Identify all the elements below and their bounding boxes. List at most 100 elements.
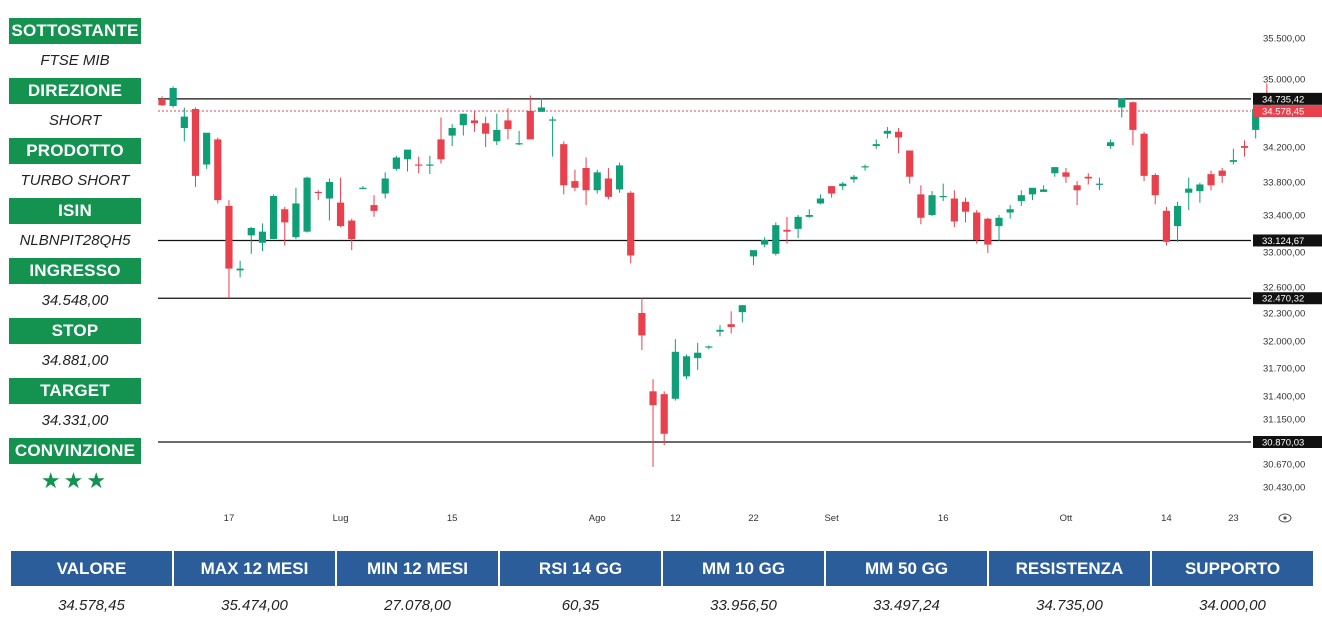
trade-info-panel: SOTTOSTANTE FTSE MIB DIREZIONE SHORT PRODOTT…	[9, 18, 141, 498]
candle-body-37	[571, 181, 579, 188]
candle-body-39	[593, 172, 601, 191]
candle-body-29	[482, 123, 490, 134]
candle-body-63	[861, 166, 869, 168]
level-tag-bg-2	[1253, 234, 1322, 247]
candle-body-79	[1040, 189, 1048, 192]
candle-body-85	[1107, 142, 1115, 147]
x-tick-label-1: Lug	[333, 513, 349, 524]
y-tick-label-8: 32.300,00	[1263, 309, 1305, 320]
candle-body-59	[816, 198, 825, 204]
candle-body-3	[191, 109, 200, 176]
candle-body-15	[325, 182, 333, 199]
candle-body-67	[906, 150, 914, 177]
candle-body-61	[839, 183, 847, 187]
candle-body-20	[381, 178, 389, 194]
candle-body-16	[336, 202, 345, 227]
level-tag-bg-1	[1253, 105, 1322, 118]
stats-value-5: 33.497,24	[873, 596, 940, 614]
candle-body-28	[470, 120, 479, 124]
candle-body-96	[1229, 160, 1237, 162]
candle-body-83	[1084, 176, 1092, 179]
x-tick-label-0: 17	[224, 513, 235, 524]
y-tick-label-3: 34.200,00	[1263, 143, 1305, 154]
candle-body-43	[638, 313, 646, 336]
stats-header-5: MM 50 GG	[826, 551, 987, 586]
stats-value-row: 34.578,45 35.474,00 27.078,00 60,35 33.956,5…	[11, 586, 1313, 624]
candle-body-89	[1151, 175, 1159, 196]
candle-body-36	[560, 144, 568, 186]
x-tick-label-4: 12	[670, 513, 681, 524]
candle-body-26	[448, 128, 456, 136]
x-tick-label-6: Set	[824, 513, 839, 524]
candle-body-81	[1062, 172, 1070, 177]
level-tag-bg-3	[1253, 292, 1322, 305]
x-tick-label-2: 15	[447, 513, 458, 524]
level-tag-label-2: 33.124,67	[1262, 236, 1304, 247]
candle-body-95	[1218, 170, 1226, 176]
candle-body-74	[984, 218, 992, 245]
stats-value-3: 60,35	[561, 596, 600, 614]
x-tick-label-3: Ago	[589, 513, 606, 524]
candle-body-23	[415, 164, 423, 166]
candle-body-91	[1173, 205, 1182, 227]
candle-body-93	[1196, 184, 1204, 192]
candle-body-34	[537, 107, 546, 112]
candle-body-35	[549, 119, 557, 121]
stats-value-7: 34.000,00	[1199, 596, 1266, 614]
chart-svg: 35.500,0035.000,0034.600,0034.200,0033.8…	[158, 34, 1322, 524]
y-tick-label-1: 35.000,00	[1263, 75, 1305, 86]
x-tick-label-10: 23	[1228, 513, 1239, 524]
y-tick-label-14: 30.670,00	[1263, 460, 1305, 471]
candle-body-92	[1185, 188, 1193, 193]
candle-body-24	[426, 164, 434, 166]
candle-body-9	[258, 231, 267, 243]
candle-body-55	[772, 225, 780, 254]
candle-body-71	[950, 198, 958, 222]
candle-body-70	[939, 196, 947, 198]
candle-body-58	[805, 215, 813, 217]
info-value-sottostante: FTSE MIB	[40, 52, 110, 69]
candle-body-38	[582, 168, 590, 191]
y-tick-label-10: 31.700,00	[1263, 364, 1305, 375]
candle-body-46	[671, 351, 679, 399]
stats-header-2: MIN 12 MESI	[337, 551, 498, 586]
stats-value-0: 34.578,45	[58, 596, 125, 614]
y-tick-label-12: 31.150,00	[1263, 415, 1305, 426]
info-label-convinzione: CONVINZIONE	[9, 438, 141, 464]
info-value-prodotto: TURBO SHORT	[20, 172, 130, 189]
candle-body-7	[236, 268, 244, 271]
info-value-stop: 34.881,00	[41, 352, 109, 369]
candle-body-48	[694, 352, 702, 359]
candle-body-31	[504, 120, 512, 129]
candle-body-44	[649, 391, 657, 406]
stats-value-2: 27.078,00	[384, 596, 451, 614]
candle-body-53	[749, 250, 758, 257]
stats-header-3: RSI 14 GG	[500, 551, 661, 586]
stats-value-1: 35.474,00	[221, 596, 288, 614]
y-tick-label-15: 30.430,00	[1263, 483, 1305, 494]
candle-body-86	[1118, 98, 1126, 108]
candle-body-98	[1252, 109, 1260, 130]
candle-body-21	[392, 157, 400, 169]
stats-header-row: VALORE MAX 12 MESI MIN 12 MESI RSI 14 GG MM …	[11, 551, 1313, 586]
candle-body-32	[515, 143, 523, 145]
candle-body-60	[828, 186, 836, 194]
info-value-convinzione: ★★★	[40, 468, 110, 493]
candle-body-40	[604, 178, 612, 197]
candle-body-49	[705, 346, 713, 348]
candle-body-64	[872, 144, 880, 147]
candle-body-5	[214, 139, 222, 201]
chart-settings-icon[interactable]	[1278, 513, 1292, 523]
stats-header-1: MAX 12 MESI	[174, 551, 335, 586]
candle-body-4	[203, 132, 211, 165]
stats-value-6: 34.735,00	[1036, 596, 1103, 614]
info-label-direzione: DIREZIONE	[9, 78, 141, 104]
candle-body-57	[794, 216, 802, 229]
candle-body-78	[1028, 187, 1037, 195]
candle-body-30	[493, 129, 501, 142]
candle-body-27	[459, 113, 467, 126]
info-label-stop: STOP	[9, 318, 141, 344]
info-label-prodotto: PRODOTTO	[9, 138, 141, 164]
candle-body-10	[270, 196, 278, 240]
candle-body-82	[1073, 185, 1081, 191]
